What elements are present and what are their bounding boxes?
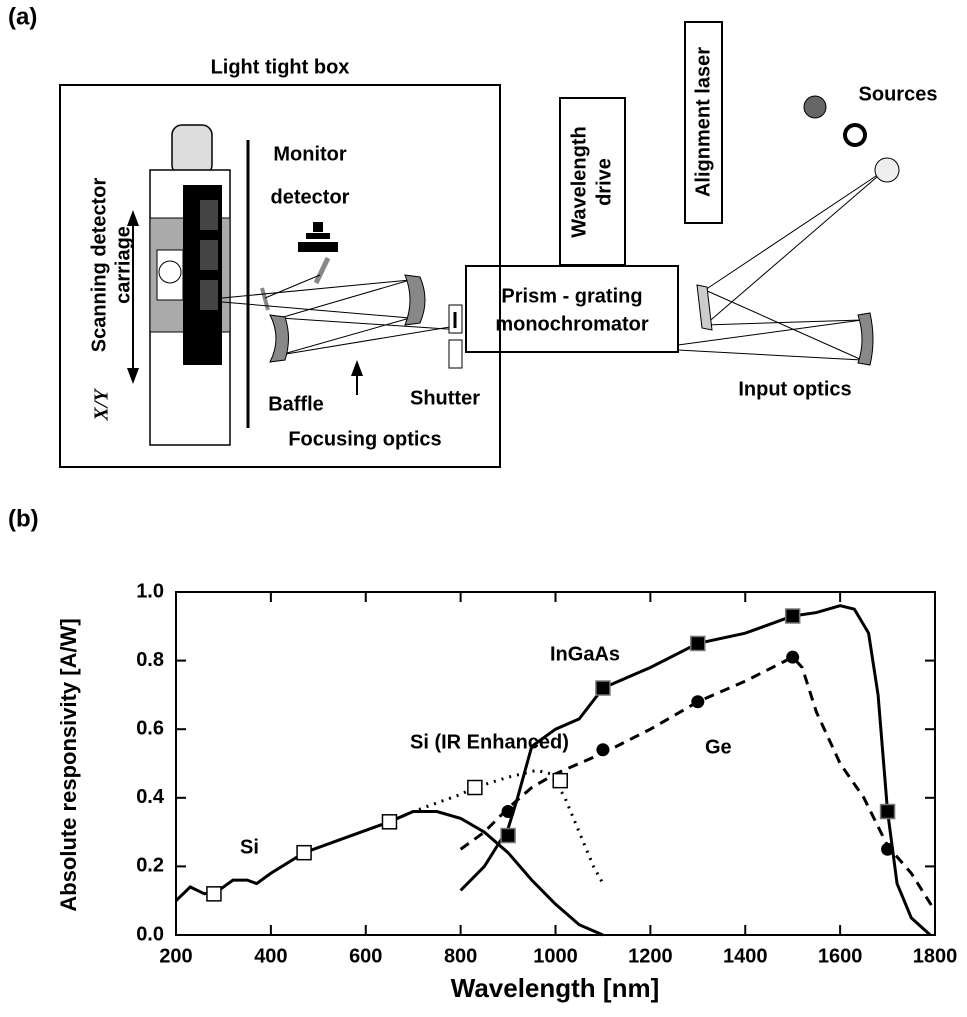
x-tick-label: 600 (349, 945, 382, 967)
focusing-mirror (269, 314, 289, 363)
source (803, 95, 827, 119)
x-tick-label: 1200 (628, 945, 673, 967)
marker (786, 650, 800, 664)
marker (881, 842, 895, 856)
y-tick-label: 0.4 (136, 786, 165, 808)
x-tick-label: 200 (159, 945, 192, 967)
input-mirror (857, 312, 874, 366)
y-tick-label: 0.6 (136, 717, 164, 739)
marker (596, 743, 610, 757)
marker (879, 803, 896, 820)
arrow-head (351, 360, 363, 376)
sources-label: Sources (859, 83, 938, 105)
marker (784, 608, 801, 624)
shutter-label: Shutter (410, 387, 480, 409)
monochromator (465, 265, 679, 353)
series-label: InGaAs (550, 643, 620, 665)
x-tick-label: 800 (444, 945, 477, 967)
marker (467, 779, 483, 796)
detector-element (200, 240, 218, 270)
series-line (459, 604, 932, 937)
x-tick-label: 400 (254, 945, 287, 967)
carriage-cap (171, 124, 213, 176)
x-tick-label: 1000 (533, 945, 578, 967)
xy-label: X/Y (91, 388, 113, 422)
carriage-label: Scanning detector (88, 178, 110, 353)
x-tick-label: 1400 (723, 945, 768, 967)
y-tick-label: 0.8 (136, 649, 164, 671)
series-line (174, 810, 604, 937)
baffle-label: Baffle (268, 393, 324, 415)
marker (691, 695, 705, 709)
y-tick-label: 0.0 (136, 923, 164, 945)
arrow-head (127, 368, 139, 384)
monitor-label: Monitor (273, 143, 347, 165)
marker (501, 805, 515, 819)
drive-label: drive (593, 158, 615, 206)
panel-label: (a) (8, 3, 37, 30)
marker (206, 886, 222, 902)
monitor-icon (298, 242, 338, 252)
monochromator-label: Prism - grating (501, 285, 642, 307)
panel-label: (b) (8, 505, 39, 532)
arrow-head (127, 210, 139, 226)
laser-label: Alignment laser (692, 47, 714, 197)
pickoff-mirror (313, 256, 331, 285)
x-tick-label: 1800 (913, 945, 958, 967)
carriage-detector (158, 260, 182, 284)
series-label: Si (IR Enhanced) (410, 731, 569, 753)
source (843, 123, 867, 147)
y-tick-label: 0.2 (136, 855, 164, 877)
marker (296, 844, 312, 861)
focusing-label: Focusing optics (288, 428, 441, 450)
drive-label: Wavelength (568, 126, 590, 238)
y-tick-label: 1.0 (136, 580, 164, 602)
input-window (696, 284, 713, 331)
marker (381, 814, 398, 830)
marker (500, 827, 516, 844)
y-axis-title: Absolute responsivity [A/W] (56, 618, 81, 911)
monitor-icon (313, 222, 323, 232)
series-label: Ge (705, 736, 732, 758)
series-line (459, 655, 937, 912)
marker (595, 680, 611, 696)
monitor-label: detector (271, 186, 350, 208)
monochromator-label: monochromator (495, 313, 649, 335)
wavelength-drive (559, 97, 626, 266)
detector-element (200, 200, 218, 230)
box-title: Light tight box (211, 56, 350, 78)
marker (552, 772, 568, 789)
x-axis-title: Wavelength [nm] (451, 973, 659, 1003)
carriage-label: carriage (112, 226, 134, 304)
marker (690, 635, 706, 652)
detector-element (200, 280, 218, 310)
focusing-mirror (404, 274, 426, 326)
light-tight-box (59, 84, 501, 468)
series-label: Si (240, 836, 259, 858)
beam-splitter (260, 287, 270, 311)
source (874, 157, 900, 183)
input-optics-label: Input optics (738, 378, 851, 400)
shutter (448, 339, 463, 369)
monitor-icon (306, 233, 330, 239)
series-line (388, 768, 605, 885)
alignment-laser (684, 21, 723, 224)
beams (221, 169, 886, 361)
x-tick-label: 1600 (818, 945, 863, 967)
